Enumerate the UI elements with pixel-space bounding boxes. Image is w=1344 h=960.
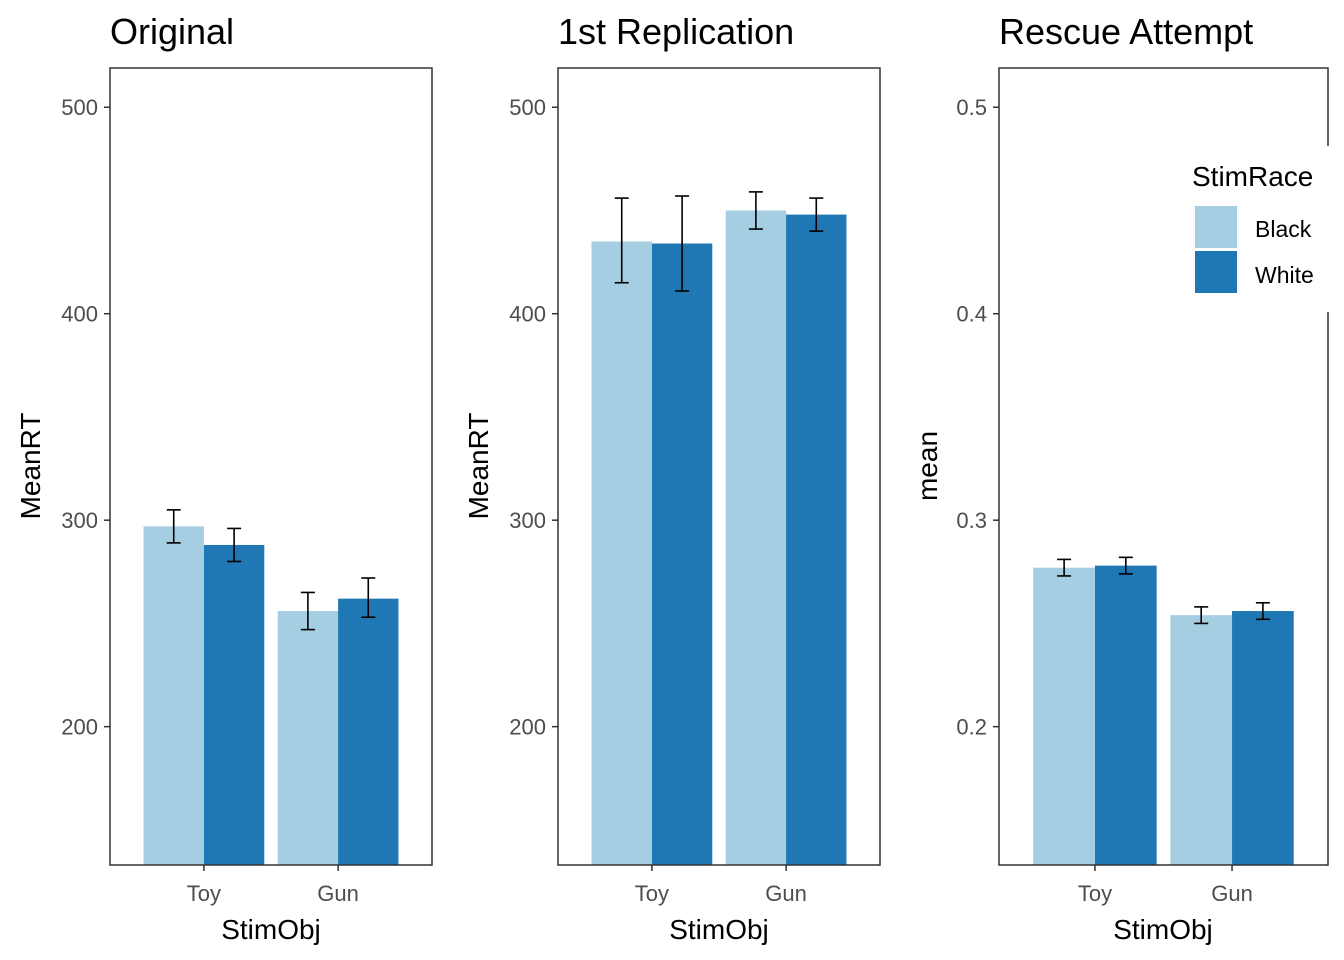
y-tick-label: 300 [61, 508, 98, 533]
legend-title: StimRace [1192, 161, 1313, 192]
y-tick-label: 400 [509, 302, 546, 327]
error-bar-white-gun [1255, 601, 1270, 621]
x-axis-label: StimObj [1113, 914, 1213, 945]
bar-black-gun [277, 611, 339, 865]
panel-original: Original 200 300 400 500 Toy Gun StimObj Mean… [15, 11, 433, 945]
x-axis-label: StimObj [669, 914, 769, 945]
y-tick-label: 0.5 [956, 95, 987, 120]
legend: StimRace Black White [1178, 146, 1344, 312]
y-tick-label: 200 [509, 715, 546, 740]
legend-key-black [1195, 206, 1237, 248]
y-tick-label: 0.3 [956, 508, 987, 533]
error-bar-white-toy [227, 527, 242, 563]
error-bar-black-toy [166, 509, 181, 544]
error-bar-white-toy [675, 195, 690, 292]
x-tick-label: Toy [635, 881, 669, 906]
y-tick-label: 200 [61, 715, 98, 740]
panel-1st-replication: 1st Replication 200 300 400 500 Toy Gun StimO… [463, 11, 881, 945]
bar-black-toy [143, 526, 204, 865]
y-tick-label: 500 [61, 95, 98, 120]
legend-label-black: Black [1255, 216, 1312, 242]
error-bar-white-gun [809, 197, 824, 232]
plot-border [998, 67, 1329, 866]
legend-label-white: White [1255, 262, 1314, 288]
y-axis-label: MeanRT [463, 413, 494, 520]
bar-black-toy [1033, 567, 1095, 865]
legend-key-white [1195, 251, 1237, 293]
bar-white-gun [786, 214, 847, 865]
y-axis-label: mean [912, 431, 943, 501]
panel-title: 1st Replication [558, 11, 794, 52]
x-tick-label: Toy [1078, 881, 1112, 906]
panel-title: Rescue Attempt [999, 11, 1253, 52]
y-tick-label: 300 [509, 508, 546, 533]
x-tick-label: Gun [765, 881, 807, 906]
bar-white-gun [1232, 611, 1294, 865]
bar-white-toy [1094, 565, 1157, 865]
bar-black-gun [1170, 615, 1233, 865]
y-tick-label: 0.2 [956, 715, 987, 740]
y-tick-label: 0.4 [956, 302, 987, 327]
x-tick-label: Toy [187, 881, 221, 906]
bar-white-toy [651, 243, 713, 865]
x-axis-label: StimObj [221, 914, 321, 945]
x-tick-label: Gun [317, 881, 359, 906]
panel-title: Original [110, 11, 234, 52]
y-axis-label: MeanRT [15, 413, 46, 520]
error-bar-black-gun [748, 191, 763, 230]
panel-rescue-attempt: Rescue Attempt 0.2 0.3 0.4 0.5 Toy Gun StimOb… [912, 11, 1329, 945]
plot-border [557, 67, 881, 866]
x-tick-label: Gun [1211, 881, 1253, 906]
error-bar-white-gun [361, 577, 376, 619]
error-bar-black-gun [300, 591, 315, 631]
bar-black-toy [591, 241, 652, 865]
y-tick-label: 500 [509, 95, 546, 120]
plot-border [109, 67, 433, 866]
error-bar-black-gun [1194, 606, 1209, 625]
bar-white-gun [338, 598, 399, 865]
y-tick-label: 400 [61, 302, 98, 327]
bar-white-toy [203, 544, 265, 865]
bar-black-gun [725, 210, 787, 865]
error-bar-white-toy [1118, 556, 1133, 575]
error-bar-black-toy [614, 197, 629, 284]
error-bar-black-toy [1057, 558, 1072, 577]
